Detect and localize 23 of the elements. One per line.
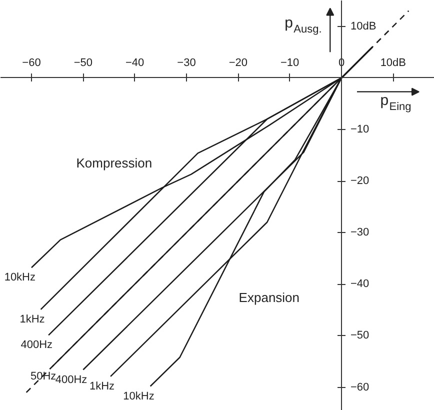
x-tick-label: −40 (126, 56, 144, 69)
x-tick-label: −50 (74, 56, 93, 69)
x-tick-label: −10 (280, 56, 300, 69)
y-tick-label: −20 (350, 175, 370, 188)
y-tick-label: −30 (350, 226, 370, 239)
series-label: 1kHz (20, 313, 45, 326)
annotation: Expansion (238, 290, 300, 305)
series-label: 10kHz (123, 390, 154, 402)
y-tick-label: −10 (350, 123, 370, 136)
series-label: 10kHz (4, 272, 36, 284)
y-tick-label: −50 (350, 330, 370, 342)
series-label: 400Hz (55, 374, 88, 386)
x-tick-label: −30 (177, 56, 196, 69)
y-tick-label: −60 (350, 381, 370, 394)
x-tick-label: −20 (228, 56, 248, 69)
y-tick-label: −40 (350, 278, 370, 290)
x-tick-label: −60 (22, 56, 41, 69)
series-label: 400Hz (20, 339, 53, 352)
x-tick-label: 10dB (380, 56, 406, 69)
annotation: Kompression (76, 156, 152, 171)
series-label: 50Hz (30, 370, 56, 383)
series-label: 1kHz (89, 380, 115, 392)
y-tick-label: 10dB (350, 20, 376, 32)
